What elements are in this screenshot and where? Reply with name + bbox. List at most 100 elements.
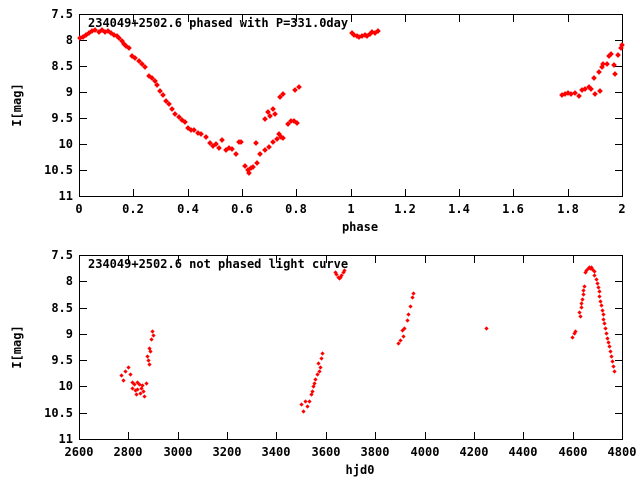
- y-tick-mirror: [615, 439, 622, 440]
- y-tick-mirror: [615, 413, 622, 414]
- y-tick-label: 10: [58, 379, 73, 393]
- x-tick-mirror: [523, 256, 524, 263]
- x-tick: [188, 189, 189, 196]
- y-tick-mirror: [615, 360, 622, 361]
- y-tick: [80, 66, 87, 67]
- x-tick-mirror: [276, 256, 277, 263]
- y-tick-label: 10.5: [44, 163, 73, 177]
- x-tick-mirror: [622, 256, 623, 263]
- x-tick-mirror: [573, 256, 574, 263]
- y-tick-label: 7.5: [51, 248, 73, 262]
- x-tick: [459, 189, 460, 196]
- x-tick-mirror: [296, 15, 297, 22]
- x-tick-mirror: [459, 15, 460, 22]
- y-tick: [80, 170, 87, 171]
- x-tick-label: 3400: [261, 445, 291, 459]
- x-tick-label: 4800: [607, 445, 637, 459]
- y-tick-label: 8.5: [51, 59, 73, 73]
- x-tick-mirror: [79, 256, 80, 263]
- y-tick-label: 8: [65, 274, 73, 288]
- x-tick: [573, 432, 574, 439]
- y-tick-label: 9.5: [51, 111, 73, 125]
- x-tick-mirror: [513, 15, 514, 22]
- y-tick-label: 9.5: [51, 353, 73, 367]
- x-tick-label: 4000: [410, 445, 440, 459]
- unphased-y-axis-label: I[mag]: [10, 325, 24, 369]
- x-tick-mirror: [227, 256, 228, 263]
- x-tick-mirror: [133, 15, 134, 22]
- x-tick-mirror: [622, 15, 623, 22]
- x-tick-mirror: [425, 256, 426, 263]
- y-tick-mirror: [615, 14, 622, 15]
- x-tick: [178, 432, 179, 439]
- y-tick: [80, 144, 87, 145]
- x-tick-label: 1: [347, 202, 355, 216]
- y-tick: [80, 439, 87, 440]
- y-tick: [80, 92, 87, 93]
- x-tick: [513, 189, 514, 196]
- y-tick-mirror: [615, 66, 622, 67]
- x-tick-label: 4400: [508, 445, 538, 459]
- y-tick-label: 7.5: [51, 7, 73, 21]
- x-tick-label: 3000: [163, 445, 193, 459]
- y-tick: [80, 196, 87, 197]
- x-tick: [326, 432, 327, 439]
- plot-border: [79, 255, 623, 440]
- unphased-x-axis-label: hjd0: [345, 463, 375, 477]
- y-tick-mirror: [615, 170, 622, 171]
- x-tick-label: 1.4: [448, 202, 470, 216]
- y-tick: [80, 413, 87, 414]
- x-tick-label: 0.2: [122, 202, 144, 216]
- x-tick-label: 3800: [360, 445, 390, 459]
- x-tick-label: 4200: [459, 445, 489, 459]
- plot-border: [79, 14, 623, 197]
- x-tick: [568, 189, 569, 196]
- x-tick: [276, 432, 277, 439]
- x-tick: [242, 189, 243, 196]
- x-tick-mirror: [79, 15, 80, 22]
- y-tick: [80, 255, 87, 256]
- y-tick-label: 9: [65, 85, 73, 99]
- x-tick-mirror: [242, 15, 243, 22]
- x-tick: [622, 432, 623, 439]
- y-tick-label: 11: [58, 432, 73, 446]
- y-tick-mirror: [615, 40, 622, 41]
- x-tick-label: 4600: [558, 445, 588, 459]
- x-tick: [133, 189, 134, 196]
- phased-x-axis-label: phase: [341, 220, 379, 234]
- x-tick: [128, 432, 129, 439]
- y-tick-label: 8.5: [51, 301, 73, 315]
- x-tick: [375, 432, 376, 439]
- x-tick-label: 2600: [64, 445, 94, 459]
- y-tick: [80, 40, 87, 41]
- x-tick-label: 2: [618, 202, 626, 216]
- y-tick-mirror: [615, 92, 622, 93]
- x-tick-mirror: [178, 256, 179, 263]
- x-tick-mirror: [568, 15, 569, 22]
- y-tick: [80, 118, 87, 119]
- y-tick: [80, 360, 87, 361]
- x-tick: [79, 189, 80, 196]
- x-tick: [79, 432, 80, 439]
- y-tick: [80, 308, 87, 309]
- x-tick-mirror: [351, 15, 352, 22]
- y-tick-mirror: [615, 144, 622, 145]
- x-tick-mirror: [405, 15, 406, 22]
- x-tick: [227, 432, 228, 439]
- x-tick: [474, 432, 475, 439]
- y-tick-label: 11: [58, 189, 73, 203]
- y-tick-label: 10: [58, 137, 73, 151]
- x-tick-label: 3200: [212, 445, 242, 459]
- y-tick-mirror: [615, 334, 622, 335]
- x-tick-mirror: [375, 256, 376, 263]
- y-tick-mirror: [615, 196, 622, 197]
- phased-plot-title: 234049+2502.6 phased with P=331.0day: [88, 16, 349, 30]
- y-tick-label: 8: [65, 33, 73, 47]
- x-tick-mirror: [326, 256, 327, 263]
- phased-y-axis-label: I[mag]: [10, 83, 24, 127]
- x-tick: [405, 189, 406, 196]
- x-tick-label: 0.6: [231, 202, 253, 216]
- y-tick: [80, 14, 87, 15]
- x-tick: [622, 189, 623, 196]
